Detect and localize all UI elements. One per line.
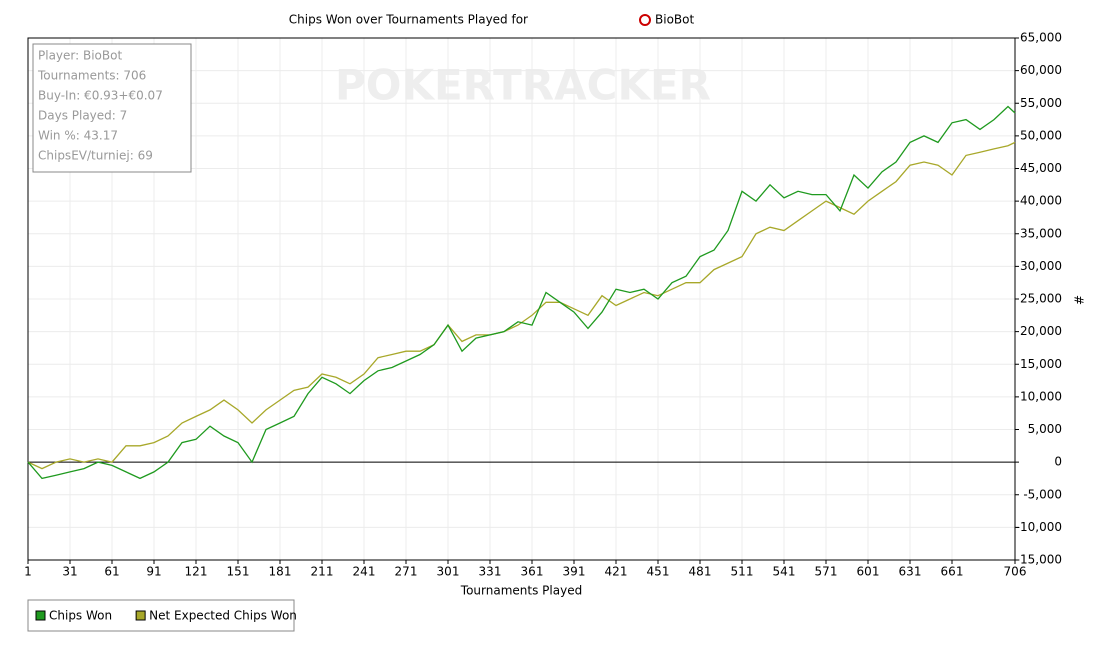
- legend-swatch: [35, 610, 46, 621]
- x-axis-label: Tournaments Played: [460, 584, 582, 598]
- x-tick-label: 511: [731, 565, 754, 579]
- x-tick-label: 661: [941, 565, 964, 579]
- legend-box: [27, 599, 295, 632]
- y-tick-label: -10,000: [1016, 520, 1062, 534]
- x-tick-label: 121: [185, 565, 208, 579]
- y-tick-label: 25,000: [1020, 292, 1062, 306]
- x-tick-label: 181: [269, 565, 292, 579]
- y-tick-label: 35,000: [1020, 226, 1062, 240]
- series-line: [27, 105, 1016, 480]
- y-tick-label: 20,000: [1020, 324, 1062, 338]
- info-box: [32, 43, 192, 173]
- x-tick-label: 241: [353, 565, 376, 579]
- x-tick-label: 481: [689, 565, 712, 579]
- x-tick-label: 571: [815, 565, 838, 579]
- x-tick-label: 421: [605, 565, 628, 579]
- player-icon: [639, 14, 651, 26]
- y-tick-label: 60,000: [1020, 63, 1062, 77]
- y-axis-label: #: [1072, 295, 1086, 305]
- y-tick-label: 15,000: [1020, 357, 1062, 371]
- y-tick-label: 30,000: [1020, 259, 1062, 273]
- x-tick-label: 631: [899, 565, 922, 579]
- y-tick-label: 45,000: [1020, 161, 1062, 175]
- info-text: Buy-In: €0.93+€0.07: [38, 89, 163, 103]
- x-tick-label: 151: [227, 565, 250, 579]
- y-tick-label: -5,000: [1023, 487, 1062, 501]
- legend-label: Net Expected Chips Won: [149, 609, 297, 623]
- plot-frame: [27, 37, 1016, 561]
- x-tick-label: 601: [857, 565, 880, 579]
- x-tick-label: 91: [146, 565, 161, 579]
- watermark: POKERTRACKER: [335, 61, 711, 110]
- x-tick-label: 361: [521, 565, 544, 579]
- x-tick-label: 1: [24, 565, 32, 579]
- x-tick-label: 331: [479, 565, 502, 579]
- chart-title: Chips Won over Tournaments Played for: [289, 13, 528, 27]
- series-line: [27, 141, 1016, 470]
- x-tick-label: 211: [311, 565, 334, 579]
- y-tick-label: 50,000: [1020, 128, 1062, 142]
- info-text: Win %: 43.17: [38, 129, 118, 143]
- x-tick-label: 271: [395, 565, 418, 579]
- y-tick-label: 0: [1054, 455, 1062, 469]
- legend-label: Chips Won: [49, 609, 112, 623]
- x-tick-label: 541: [773, 565, 796, 579]
- x-tick-label: 31: [62, 565, 77, 579]
- x-tick-label: 706: [1004, 565, 1027, 579]
- y-tick-label: -15,000: [1016, 553, 1062, 567]
- y-tick-label: 55,000: [1020, 96, 1062, 110]
- x-tick-label: 451: [647, 565, 670, 579]
- info-text: Days Played: 7: [38, 109, 127, 123]
- y-tick-label: 5,000: [1028, 422, 1062, 436]
- x-tick-label: 61: [104, 565, 119, 579]
- x-tick-label: 301: [437, 565, 460, 579]
- info-text: Tournaments: 706: [37, 69, 146, 83]
- y-tick-label: 40,000: [1020, 194, 1062, 208]
- info-text: Player: BioBot: [38, 49, 122, 63]
- legend-swatch: [135, 610, 146, 621]
- info-text: ChipsEV/turniej: 69: [38, 149, 153, 163]
- chart-title-player: BioBot: [655, 13, 694, 27]
- y-tick-label: 65,000: [1020, 31, 1062, 45]
- x-tick-label: 391: [563, 565, 586, 579]
- y-tick-label: 10,000: [1020, 389, 1062, 403]
